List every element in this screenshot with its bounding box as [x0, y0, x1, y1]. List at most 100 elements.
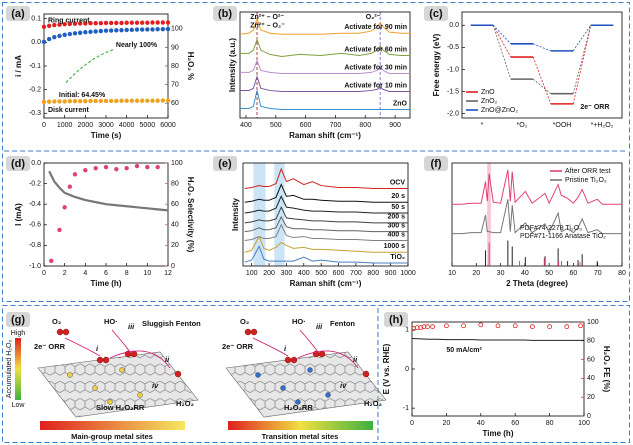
legend-label: ZnO₂ — [481, 98, 498, 105]
data-line — [244, 235, 408, 253]
group-border — [2, 305, 630, 443]
data-point — [83, 99, 88, 104]
site-bar — [228, 421, 373, 430]
level-connector — [533, 43, 551, 52]
data-point — [114, 28, 119, 33]
x-tick-label: 40 — [521, 270, 529, 277]
data-line — [240, 75, 410, 92]
y2-axis-label: H₂O₂ FE (%) — [602, 346, 611, 393]
data-line — [244, 195, 408, 214]
step-label: ii — [353, 355, 358, 364]
highlight-band — [253, 163, 266, 266]
y2-tick-label: 40 — [171, 222, 179, 229]
highlight-band — [274, 163, 285, 266]
annotation: Zn²⁺ – O²⁻ — [250, 14, 284, 21]
y2-tick-label: 100 — [171, 160, 183, 167]
data-point — [49, 258, 54, 264]
x-tick-label: 12 — [164, 270, 172, 277]
highlight-band — [487, 163, 491, 266]
x-tick-label: 5000 — [140, 122, 156, 129]
x-tick-label: 900 — [385, 270, 397, 277]
series-label: Activate for 60 min — [344, 46, 407, 53]
x-tick-label: 600 — [300, 122, 312, 129]
x-tick-label: 40 — [477, 420, 485, 427]
x-tick-label: 700 — [330, 122, 342, 129]
data-point — [124, 27, 129, 33]
series-label: Ring current — [48, 18, 90, 25]
y-tick-label: -0.8 — [29, 242, 41, 249]
data-point — [98, 98, 104, 104]
diagram-label: H₂O₂ — [176, 399, 194, 408]
data-point — [77, 99, 83, 104]
data-point — [57, 22, 62, 27]
x-axis-label: Raman shift (cm⁻¹) — [289, 131, 361, 140]
x-tick-label: 70 — [594, 270, 602, 277]
y-tick-label: -0.3 — [29, 110, 41, 117]
data-point — [119, 27, 124, 33]
active-site — [137, 392, 143, 398]
y-tick-label: -0.6 — [29, 222, 41, 229]
data-line — [244, 183, 408, 203]
panel-label: (a) — [11, 8, 25, 20]
y2-tick-label: 40 — [587, 375, 595, 382]
active-site — [67, 372, 73, 378]
data-line — [240, 90, 410, 111]
data-point — [57, 99, 62, 104]
data-point — [72, 31, 78, 36]
series-label: Activate for 10 min — [344, 82, 407, 89]
active-site — [255, 372, 261, 378]
data-point — [165, 26, 171, 32]
x-tick-label: 6 — [104, 270, 108, 277]
x-tick-label: * — [481, 122, 484, 129]
level-connector — [532, 56, 552, 105]
plot-frame — [411, 321, 585, 417]
y-tick-label: 0.1 — [31, 16, 41, 23]
plot-frame — [242, 162, 409, 267]
diagram-label: Sluggish Fenton — [142, 319, 201, 328]
data-point — [41, 39, 47, 45]
data-point — [430, 324, 436, 330]
data-point — [83, 21, 88, 26]
data-point — [150, 98, 155, 103]
molecule — [56, 328, 64, 336]
data-point — [77, 30, 83, 35]
molecule — [130, 350, 138, 358]
y2-tick-label: 0 — [587, 413, 591, 420]
legend-label: Pristine Ti₂O₃ — [565, 177, 607, 184]
annotation: Initial: 64.45% — [59, 92, 106, 99]
data-point — [98, 28, 104, 34]
data-point — [124, 165, 129, 171]
data-point — [108, 28, 114, 33]
y2-tick-label: 80 — [171, 180, 179, 187]
data-point — [46, 99, 52, 104]
y-tick-label: -1.5 — [447, 88, 459, 95]
x-tick-label: 400 — [298, 270, 310, 277]
data-point — [129, 98, 135, 103]
x-tick-label: 500 — [315, 270, 327, 277]
legend-label: ZnO — [481, 89, 495, 96]
data-point — [62, 32, 67, 37]
data-point — [512, 323, 518, 329]
site-label: Transition metal sites — [262, 432, 339, 441]
x-tick-label: 6000 — [160, 122, 176, 129]
reaction-arrow — [252, 329, 359, 369]
series-label: 400 s — [387, 231, 405, 238]
active-site — [325, 392, 331, 398]
x-tick-label: 4000 — [119, 122, 135, 129]
y2-tick-label: 20 — [587, 394, 595, 401]
diagram-label: Slow H₂O₂RR — [96, 403, 145, 412]
active-site — [295, 399, 301, 405]
data-line — [244, 223, 408, 241]
data-point — [52, 35, 57, 40]
data-point — [62, 205, 67, 210]
x-tick-label: *O₂ — [517, 122, 528, 129]
data-point — [103, 20, 109, 26]
y-tick-label: 1 — [405, 327, 409, 334]
data-point — [72, 21, 78, 26]
data-point — [77, 21, 83, 26]
data-point — [83, 168, 88, 173]
data-point — [67, 21, 73, 27]
molecule — [244, 328, 252, 336]
y-tick-label: -0.5 — [447, 44, 459, 51]
annotation: O₂²⁻ — [366, 14, 381, 21]
